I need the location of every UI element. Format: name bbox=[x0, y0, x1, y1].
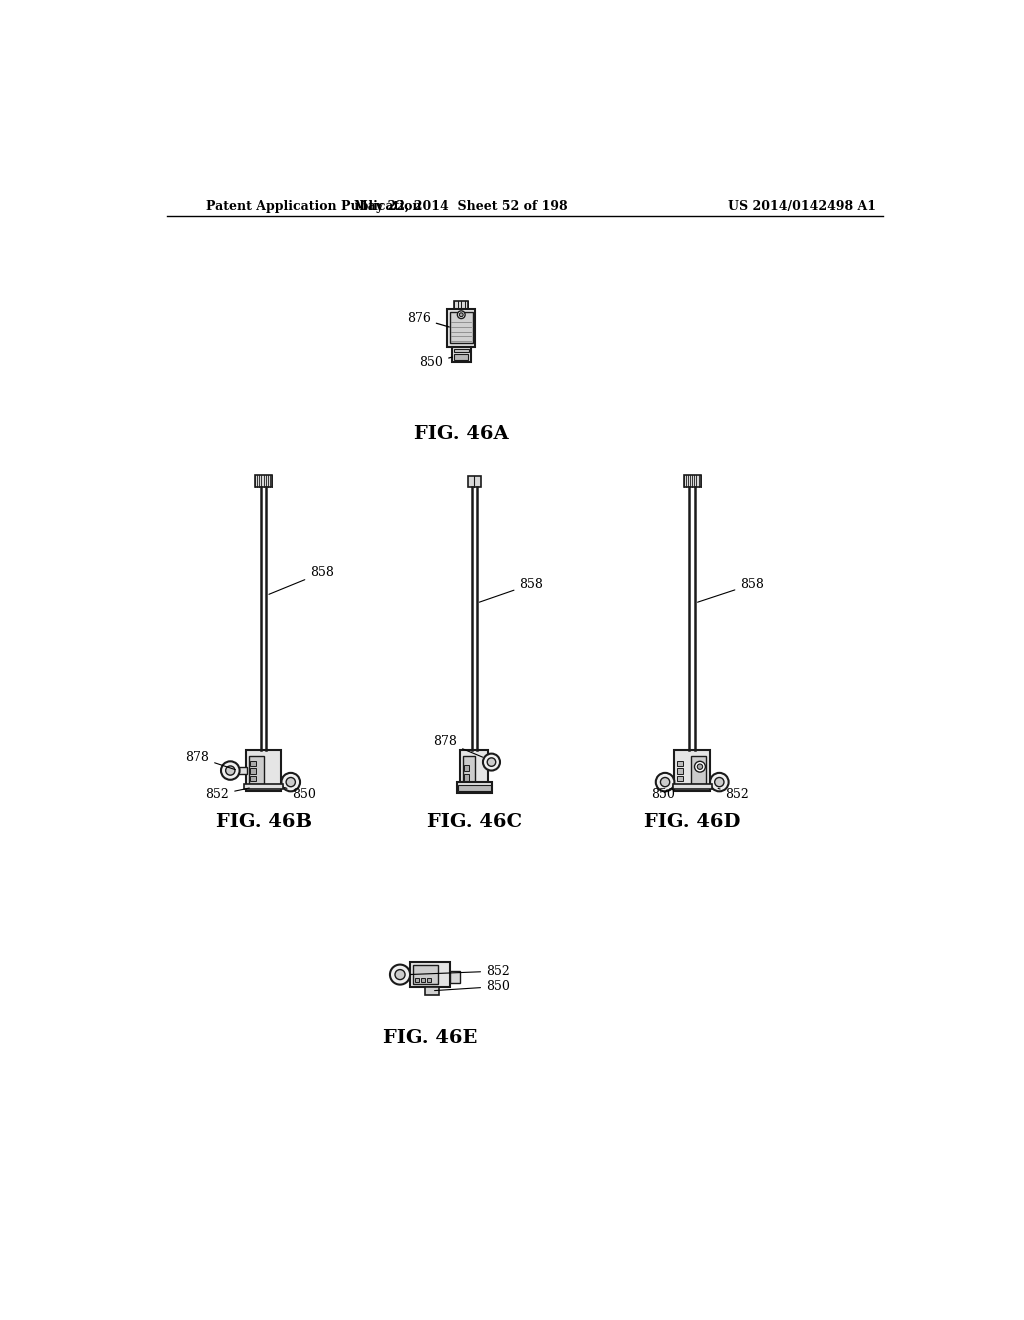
Text: 850: 850 bbox=[434, 979, 510, 993]
Circle shape bbox=[286, 777, 295, 787]
Bar bbox=[410, 962, 451, 987]
Bar bbox=[231, 767, 248, 774]
Circle shape bbox=[655, 774, 675, 792]
Text: 850: 850 bbox=[285, 788, 316, 801]
Bar bbox=[249, 756, 264, 784]
Bar bbox=[451, 970, 460, 983]
Text: FIG. 46E: FIG. 46E bbox=[383, 1028, 477, 1047]
Circle shape bbox=[694, 762, 706, 772]
Circle shape bbox=[483, 754, 500, 771]
Bar bbox=[251, 768, 256, 774]
Text: 850: 850 bbox=[651, 788, 675, 801]
Circle shape bbox=[458, 312, 465, 318]
Bar bbox=[421, 978, 425, 982]
Circle shape bbox=[225, 766, 234, 775]
Bar bbox=[678, 760, 683, 766]
Text: 852: 852 bbox=[411, 965, 510, 978]
Bar bbox=[450, 313, 473, 343]
Text: 852: 852 bbox=[206, 788, 249, 801]
Text: 858: 858 bbox=[479, 578, 544, 602]
Bar bbox=[673, 784, 712, 789]
Bar bbox=[464, 766, 469, 771]
Bar bbox=[454, 348, 469, 352]
Bar bbox=[447, 309, 475, 347]
Bar bbox=[414, 965, 438, 983]
Bar bbox=[684, 475, 700, 487]
Text: FIG. 46C: FIG. 46C bbox=[427, 813, 522, 832]
Circle shape bbox=[460, 313, 463, 317]
Text: 878: 878 bbox=[185, 751, 236, 770]
Circle shape bbox=[282, 774, 300, 792]
Bar bbox=[427, 978, 431, 982]
Bar bbox=[458, 785, 490, 791]
Text: 852: 852 bbox=[718, 788, 750, 801]
Bar bbox=[251, 776, 256, 781]
Bar bbox=[678, 776, 683, 781]
Bar bbox=[457, 781, 493, 793]
Text: 878: 878 bbox=[433, 735, 482, 758]
Bar bbox=[455, 301, 468, 309]
Circle shape bbox=[697, 764, 702, 770]
Circle shape bbox=[660, 777, 670, 787]
Text: Patent Application Publication: Patent Application Publication bbox=[206, 199, 421, 213]
Circle shape bbox=[390, 965, 410, 985]
Bar bbox=[246, 750, 282, 792]
Text: 876: 876 bbox=[407, 312, 450, 327]
Text: 858: 858 bbox=[697, 578, 764, 602]
Bar bbox=[461, 750, 488, 792]
Bar bbox=[251, 760, 256, 766]
Bar bbox=[675, 750, 710, 792]
Text: 850: 850 bbox=[420, 356, 453, 370]
Circle shape bbox=[221, 762, 240, 780]
Text: 858: 858 bbox=[269, 566, 334, 594]
Circle shape bbox=[487, 758, 496, 767]
Circle shape bbox=[710, 774, 729, 792]
Bar bbox=[415, 978, 419, 982]
Bar bbox=[468, 477, 480, 487]
Bar bbox=[690, 756, 707, 784]
Text: FIG. 46D: FIG. 46D bbox=[644, 813, 740, 832]
Bar bbox=[245, 784, 283, 789]
Circle shape bbox=[395, 970, 406, 979]
Text: US 2014/0142498 A1: US 2014/0142498 A1 bbox=[728, 199, 877, 213]
Text: FIG. 46B: FIG. 46B bbox=[216, 813, 311, 832]
Text: FIG. 46A: FIG. 46A bbox=[414, 425, 509, 444]
Bar bbox=[452, 347, 471, 363]
Bar bbox=[678, 768, 683, 774]
Circle shape bbox=[715, 777, 724, 787]
Bar bbox=[255, 475, 272, 487]
Text: May 22, 2014  Sheet 52 of 198: May 22, 2014 Sheet 52 of 198 bbox=[354, 199, 568, 213]
Bar bbox=[425, 987, 438, 995]
Bar bbox=[455, 354, 468, 360]
Bar bbox=[464, 775, 469, 780]
Bar bbox=[463, 756, 475, 784]
